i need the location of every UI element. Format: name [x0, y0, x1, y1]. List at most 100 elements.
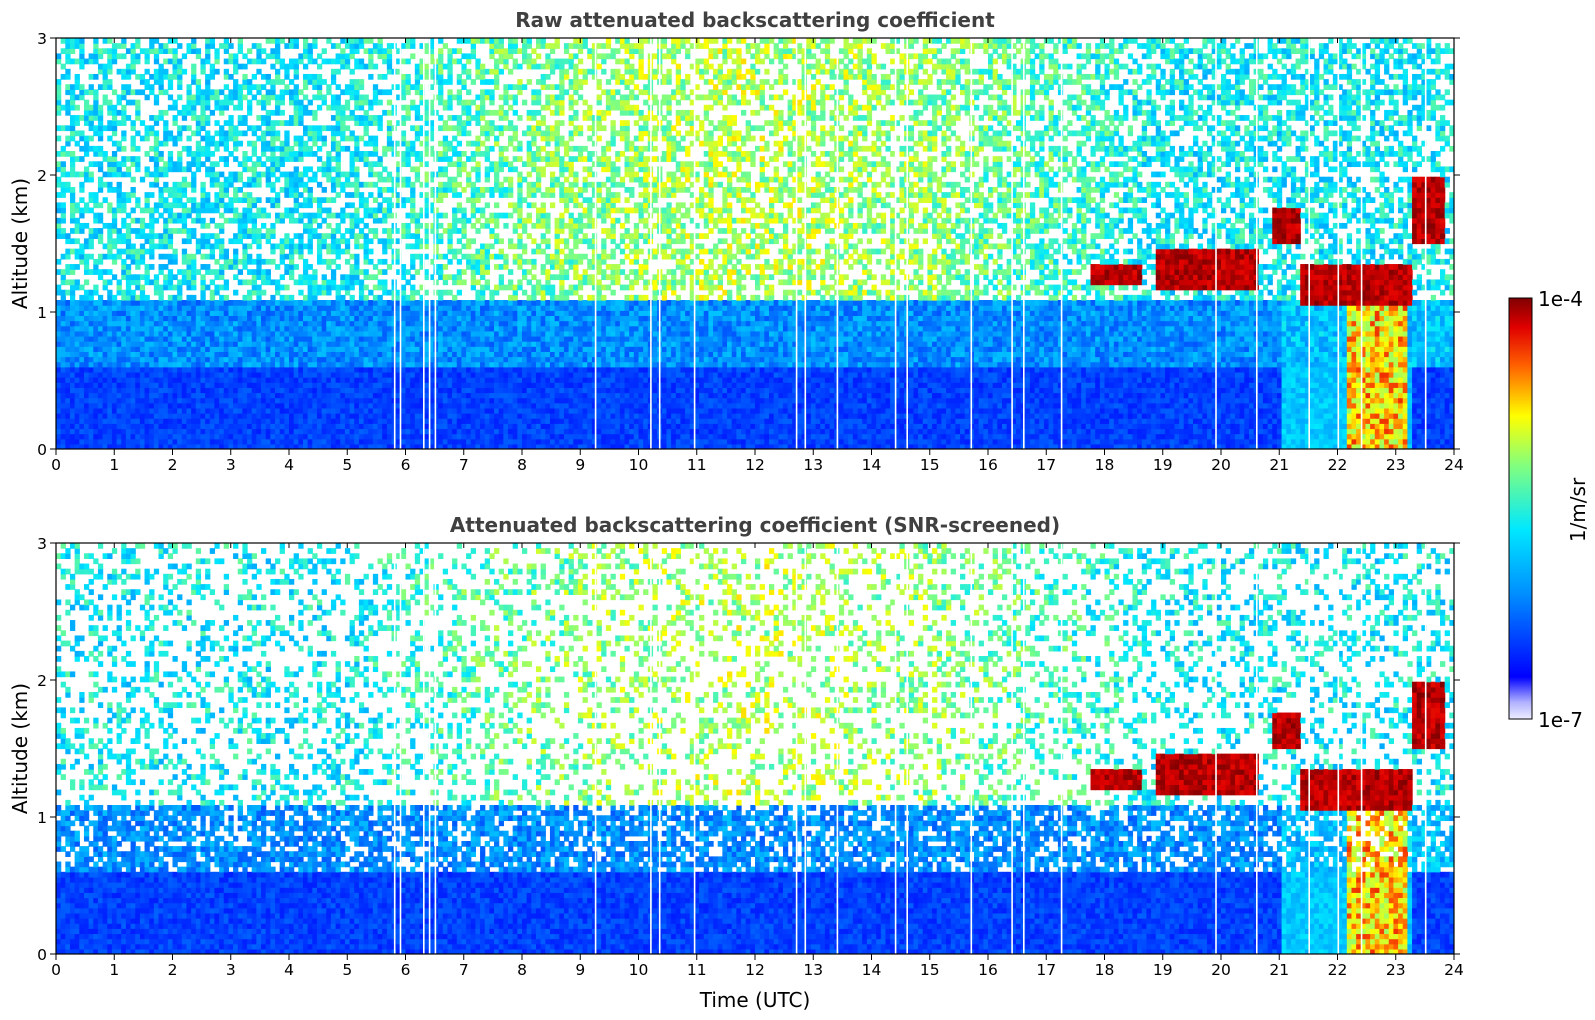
heatmap-cell: [130, 320, 136, 327]
heatmap-cell: [111, 402, 118, 409]
heatmap-cell: [228, 356, 234, 363]
heatmap-cell: [340, 305, 346, 311]
heatmap-cell: [456, 377, 463, 383]
heatmap-cell: [275, 68, 281, 75]
heatmap-cell: [74, 115, 80, 121]
heatmap-cell: [307, 407, 313, 414]
heatmap-cell: [158, 166, 164, 173]
heatmap-cell: [74, 423, 80, 430]
heatmap-cell: [121, 171, 127, 178]
heatmap-cell: [177, 382, 183, 388]
heatmap-cell: [60, 233, 66, 239]
heatmap-cell: [79, 341, 85, 347]
heatmap-cell: [60, 402, 66, 409]
heatmap-cell: [214, 407, 220, 414]
heatmap-cell: [102, 181, 108, 188]
heatmap-cell: [321, 279, 327, 286]
heatmap-cell: [102, 99, 108, 106]
heatmap-cell: [256, 371, 262, 378]
heatmap-cell: [349, 84, 355, 90]
heatmap-cell: [139, 253, 146, 260]
heatmap-cell: [97, 212, 104, 219]
heatmap-cell: [65, 233, 71, 239]
heatmap-cell: [298, 202, 304, 209]
heatmap-cell: [447, 402, 453, 409]
heatmap-cell: [251, 73, 257, 80]
heatmap-cell: [111, 315, 118, 322]
heatmap-cell: [326, 433, 332, 440]
heatmap-cell: [265, 212, 271, 219]
heatmap-cell: [349, 341, 355, 347]
heatmap-cell: [93, 115, 99, 121]
heatmap-cell: [97, 181, 104, 188]
heatmap-cell: [354, 99, 360, 106]
heatmap-cell: [447, 222, 453, 229]
heatmap-cell: [195, 156, 202, 162]
heatmap-cell: [452, 418, 458, 424]
heatmap-cell: [233, 305, 239, 311]
heatmap-cell: [312, 366, 318, 373]
heatmap-cell: [289, 38, 295, 44]
heatmap-cell: [214, 335, 220, 342]
heatmap-cell: [302, 325, 309, 332]
heatmap-cell: [358, 438, 365, 445]
heatmap-cell: [237, 84, 243, 90]
heatmap-cell: [111, 361, 118, 368]
heatmap-cell: [326, 289, 332, 296]
heatmap-cell: [181, 382, 188, 388]
heatmap-cell: [354, 346, 360, 352]
heatmap-cell: [349, 361, 355, 368]
heatmap-cell: [279, 382, 285, 388]
heatmap-cell: [326, 418, 332, 424]
heatmap-cell: [83, 371, 90, 378]
heatmap-cell: [438, 346, 444, 352]
heatmap-cell: [209, 181, 216, 188]
heatmap-cell: [307, 217, 313, 224]
heatmap-cell: [261, 258, 267, 265]
heatmap-cell: [289, 413, 295, 419]
heatmap-cell: [233, 356, 239, 363]
heatmap-cell: [377, 387, 383, 394]
heatmap-cell: [195, 217, 202, 224]
heatmap-cell: [424, 377, 430, 383]
heatmap-cell: [135, 258, 141, 265]
heatmap-cell: [279, 300, 285, 306]
heatmap-cell: [56, 258, 62, 265]
heatmap-cell: [102, 320, 108, 327]
heatmap-cell: [247, 433, 253, 440]
heatmap-cell: [265, 181, 271, 188]
heatmap-cell: [316, 315, 323, 322]
heatmap-cell: [153, 413, 160, 419]
heatmap-cell: [144, 433, 150, 440]
heatmap-cell: [79, 115, 85, 121]
heatmap-cell: [65, 423, 71, 430]
heatmap-cell: [377, 156, 383, 162]
heatmap-cell: [74, 356, 80, 363]
heatmap-cell: [107, 315, 113, 322]
heatmap-cell: [256, 402, 262, 409]
heatmap-cell: [69, 248, 76, 255]
heatmap-cell: [191, 207, 197, 214]
heatmap-cell: [153, 156, 160, 162]
heatmap-cell: [223, 428, 230, 435]
heatmap-cell: [97, 151, 104, 157]
heatmap-cell: [340, 115, 346, 121]
heatmap-cell: [116, 68, 122, 75]
heatmap-cell: [452, 176, 458, 183]
heatmap-cell: [358, 330, 365, 337]
heatmap-cell: [447, 382, 453, 388]
heatmap-cell: [135, 320, 141, 327]
heatmap-cell: [302, 222, 309, 229]
heatmap-cell: [88, 387, 94, 394]
heatmap-cell: [349, 423, 355, 430]
heatmap-cell: [335, 120, 341, 126]
heatmap-cell: [163, 120, 169, 126]
heatmap-cell: [316, 407, 323, 414]
heatmap-cell: [405, 387, 411, 394]
heatmap-cell: [135, 161, 141, 168]
heatmap-cell: [349, 43, 355, 49]
heatmap-cell: [447, 58, 453, 65]
heatmap-cell: [363, 156, 369, 162]
heatmap-cell: [177, 269, 183, 275]
heatmap-cell: [191, 428, 197, 435]
